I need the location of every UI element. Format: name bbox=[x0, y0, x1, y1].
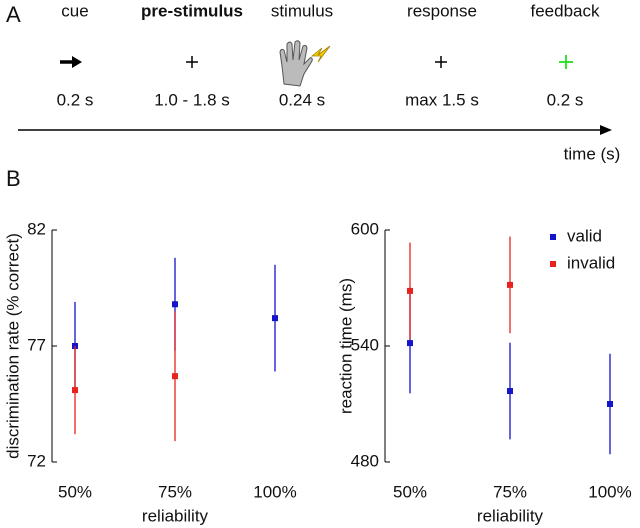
panel-label: A bbox=[6, 2, 21, 27]
x-axis-label: reliability bbox=[142, 506, 209, 525]
x-tick-label: 50% bbox=[393, 482, 427, 501]
marker bbox=[507, 281, 513, 288]
legend-label: invalid bbox=[567, 253, 615, 272]
x-tick-label: 100% bbox=[588, 482, 631, 501]
x-axis-label: reliability bbox=[477, 506, 544, 525]
y-tick-label: 77 bbox=[27, 335, 46, 354]
phase-duration: max 1.5 s bbox=[405, 90, 479, 109]
phase-name: feedback bbox=[531, 1, 600, 20]
legend-marker bbox=[550, 234, 556, 240]
time-axis-label: time (s) bbox=[564, 144, 621, 163]
fixation-cross bbox=[186, 56, 198, 68]
feedback-cross bbox=[559, 55, 573, 69]
marker bbox=[607, 401, 613, 407]
y-tick-label: 600 bbox=[351, 219, 379, 238]
phase-duration: 1.0 - 1.8 s bbox=[154, 90, 230, 109]
cue-arrow bbox=[60, 56, 82, 68]
phase-name: cue bbox=[61, 1, 88, 20]
marker bbox=[172, 373, 178, 380]
phase-duration: 0.2 s bbox=[57, 90, 94, 109]
marker bbox=[72, 387, 78, 394]
phase-duration: 0.24 s bbox=[279, 90, 325, 109]
marker bbox=[407, 287, 413, 294]
x-tick-label: 100% bbox=[253, 482, 296, 501]
x-tick-label: 50% bbox=[58, 482, 92, 501]
x-tick-label: 75% bbox=[158, 482, 192, 501]
y-tick-label: 82 bbox=[27, 219, 46, 238]
marker bbox=[407, 340, 413, 347]
y-tick-label: 540 bbox=[351, 335, 379, 354]
panel-label: B bbox=[6, 166, 21, 191]
legend-label: valid bbox=[567, 226, 602, 245]
phase-name: pre-stimulus bbox=[141, 1, 243, 20]
phase-name: response bbox=[407, 1, 477, 20]
marker bbox=[172, 301, 178, 308]
y-axis-label: discrimination rate (% correct) bbox=[3, 233, 22, 459]
y-tick-label: 72 bbox=[27, 451, 46, 470]
y-axis-label: reaction time (ms) bbox=[336, 278, 355, 414]
marker bbox=[272, 315, 278, 322]
marker bbox=[507, 388, 513, 395]
phase-duration: 0.2 s bbox=[547, 90, 584, 109]
legend-marker bbox=[550, 261, 556, 267]
phase-name: stimulus bbox=[271, 1, 333, 20]
time-axis bbox=[18, 125, 612, 135]
y-tick-label: 480 bbox=[351, 451, 379, 470]
fixation-cross bbox=[435, 56, 447, 68]
x-tick-label: 75% bbox=[493, 482, 527, 501]
hand-icon bbox=[279, 40, 331, 87]
